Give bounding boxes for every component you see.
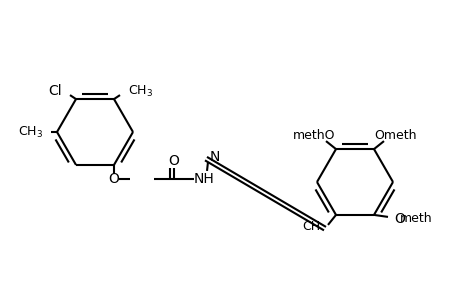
Text: N: N: [209, 150, 220, 164]
Text: O: O: [168, 154, 179, 168]
Text: O: O: [108, 172, 119, 186]
Text: methO: methO: [292, 129, 335, 142]
Text: Ometh: Ometh: [374, 129, 416, 142]
Text: CH$_3$: CH$_3$: [128, 83, 153, 99]
Text: Cl: Cl: [48, 84, 62, 98]
Text: meth: meth: [399, 212, 431, 225]
Text: NH: NH: [193, 172, 214, 186]
Text: CH$_3$: CH$_3$: [18, 124, 43, 140]
Text: O: O: [394, 212, 404, 226]
Text: CH: CH: [301, 220, 319, 233]
